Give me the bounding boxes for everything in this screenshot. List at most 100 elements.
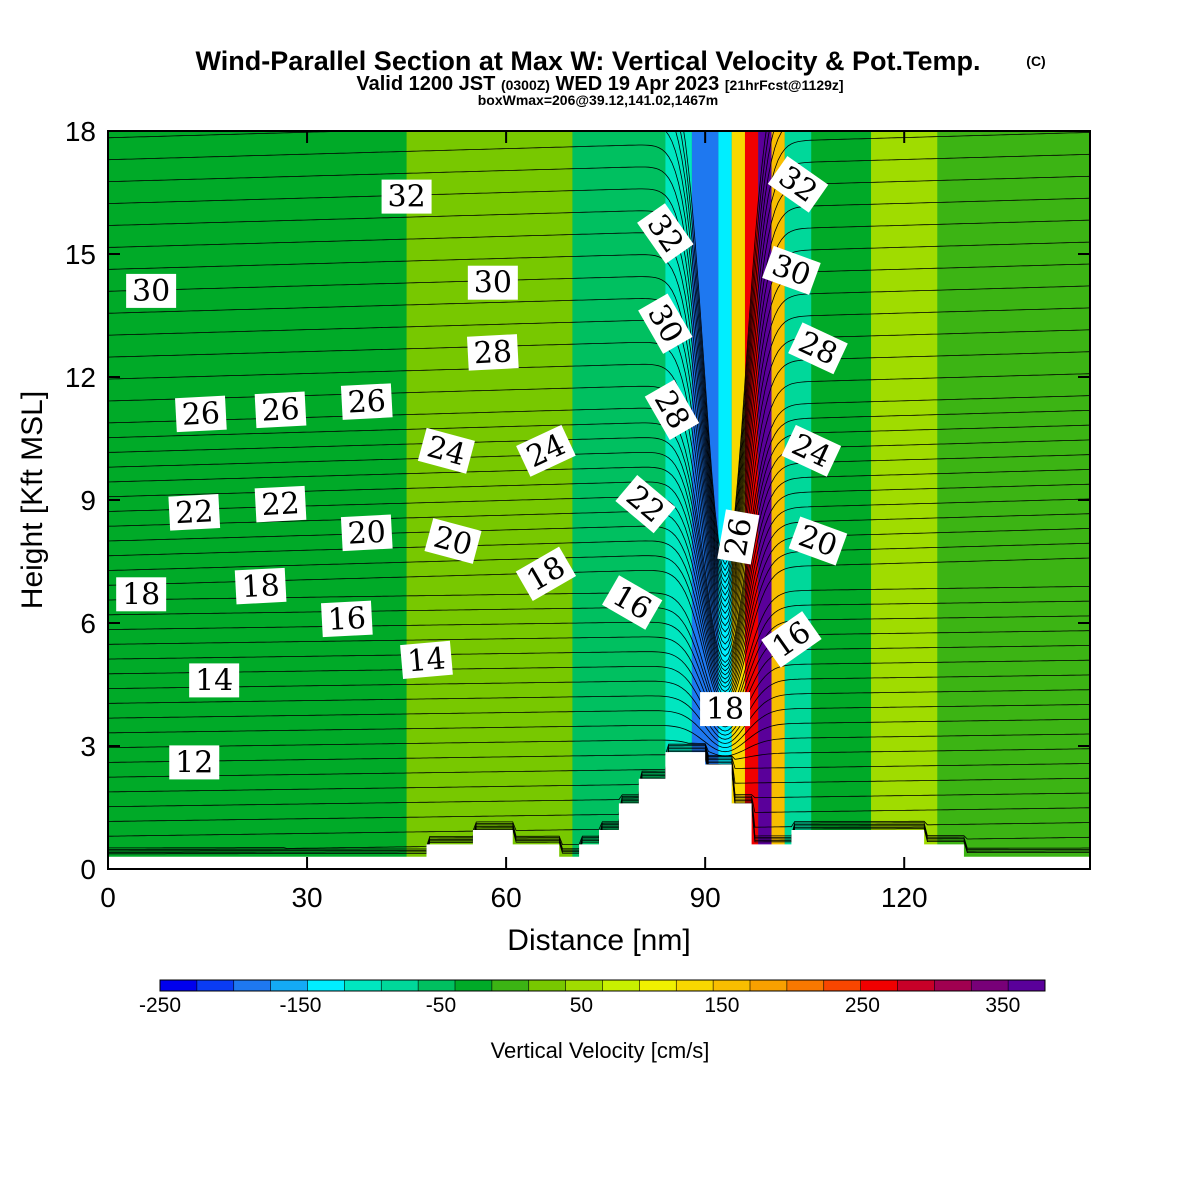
isentrope-line <box>108 197 1090 609</box>
contour-label-box <box>169 745 220 780</box>
contour-lines <box>108 131 1090 855</box>
isentrope-line <box>108 351 1090 651</box>
colorbar-swatch <box>455 980 493 991</box>
colorbar-tick-label: 150 <box>704 994 739 1017</box>
velocity-band <box>784 131 812 869</box>
y-tick-label: 18 <box>65 116 96 147</box>
x-axis-title: Distance [nm] <box>507 924 690 957</box>
colorbar-swatch <box>639 980 677 991</box>
contour-label-text: 16 <box>327 601 367 638</box>
colorbar-title: Vertical Velocity [cm/s] <box>491 1038 710 1063</box>
isentrope-line <box>108 132 1090 590</box>
contour-label: 24 <box>417 427 475 474</box>
contour-label-box <box>467 265 518 300</box>
contour-label: 18 <box>116 577 167 612</box>
box-info: boxWmax=206@39.12,141.02,1467m <box>478 92 719 108</box>
contour-label-text: 18 <box>706 692 744 727</box>
contour-label-box <box>400 640 453 680</box>
contour-label: 14 <box>189 663 240 698</box>
colorbar-swatch <box>713 980 751 991</box>
velocity-band <box>406 131 573 869</box>
colorbar-swatch <box>565 980 603 991</box>
x-tick-label: 120 <box>881 882 928 913</box>
isentrope-line <box>108 513 1090 697</box>
colorbar-swatch <box>602 980 640 991</box>
contour-label-box <box>340 383 393 420</box>
velocity-band <box>771 131 785 869</box>
x-tick-label: 90 <box>690 882 721 913</box>
y-tick-label: 12 <box>65 362 96 393</box>
colorbar-tick-label: 350 <box>985 994 1020 1017</box>
isentrope-line <box>108 307 1090 639</box>
contour-label: 20 <box>424 518 482 564</box>
contour-label: 12 <box>169 745 220 780</box>
colorbar-swatch <box>750 980 788 991</box>
contour-label-box <box>417 427 475 474</box>
isentrope-line <box>108 528 1090 701</box>
colorbar-swatch <box>823 980 861 991</box>
contour-label-box <box>381 179 432 214</box>
contour-label-box <box>788 516 848 566</box>
colorbar-swatch <box>344 980 382 991</box>
isentrope-line <box>108 329 1090 645</box>
contour-label-text: 22 <box>261 486 301 523</box>
isentrope-line <box>108 454 1090 680</box>
colorbar-swatch <box>307 980 345 991</box>
isentrope-line <box>108 659 1090 736</box>
chart-title: Wind-Parallel Section at Max W: Vertical… <box>196 46 981 76</box>
x-tick-label: 30 <box>291 882 322 913</box>
contour-label-box <box>234 567 287 605</box>
contour-label-box <box>767 156 829 213</box>
contour-label-text: 32 <box>387 180 425 215</box>
colorbar-swatch <box>528 980 566 991</box>
y-tick-label: 0 <box>80 854 96 885</box>
colorbar-swatch <box>934 980 972 991</box>
colorbar-tick-label: -50 <box>426 994 456 1017</box>
colorbar-swatch <box>381 980 419 991</box>
velocity-band <box>871 131 938 869</box>
contour-label-box <box>515 546 577 602</box>
x-tick-label: 0 <box>100 882 116 913</box>
isentrope-line <box>108 439 1090 676</box>
y-tick-label: 3 <box>80 731 96 762</box>
x-tick-label: 60 <box>491 882 522 913</box>
colorbar-swatch <box>786 980 825 991</box>
velocity-band <box>937 131 1090 869</box>
contour-label: 28 <box>466 334 519 371</box>
contour-label: 14 <box>400 640 453 680</box>
colorbar-swatch <box>860 980 898 991</box>
isentrope-line <box>108 751 1090 837</box>
contour-label: 26 <box>175 395 227 433</box>
copyright-mark: (C) <box>1026 53 1045 69</box>
contour-label-box <box>781 424 842 477</box>
colorbar-tick-label: 50 <box>570 994 593 1017</box>
contour-label-text: 30 <box>474 266 512 301</box>
isentrope-line <box>108 241 1090 621</box>
contour-label-text: 18 <box>122 577 160 612</box>
contour-label: 18 <box>700 692 751 727</box>
contour-label-box <box>644 379 700 440</box>
colorbar-swatch <box>270 980 308 991</box>
isentrope-line <box>108 175 1090 602</box>
isentrope-line <box>108 498 1090 692</box>
isentrope-line <box>108 674 1090 740</box>
contour-label-text: 26 <box>181 396 221 433</box>
y-tick-label: 15 <box>65 239 96 270</box>
contour-label-box <box>189 663 240 698</box>
isentrope-line <box>108 718 1090 753</box>
valid-zulu: (0300Z) <box>501 77 550 93</box>
axes: 0 30 60 90 120 0 3 6 9 12 15 18 <box>65 116 1090 913</box>
contour-label-text: 26 <box>718 515 759 559</box>
isentrope-line <box>108 745 1090 778</box>
contour-label-box <box>168 494 221 531</box>
contour-label: 18 <box>234 567 287 605</box>
isentrope-line <box>108 630 1090 728</box>
valid-time-line: Valid 1200 JST (0300Z) WED 19 Apr 2023 [… <box>356 73 843 95</box>
isentrope-line <box>108 689 1090 744</box>
colorbar-swatch <box>971 980 1009 991</box>
contour-label-text: 28 <box>473 334 513 371</box>
contour-label-box <box>762 245 821 295</box>
terrain <box>108 752 1090 869</box>
